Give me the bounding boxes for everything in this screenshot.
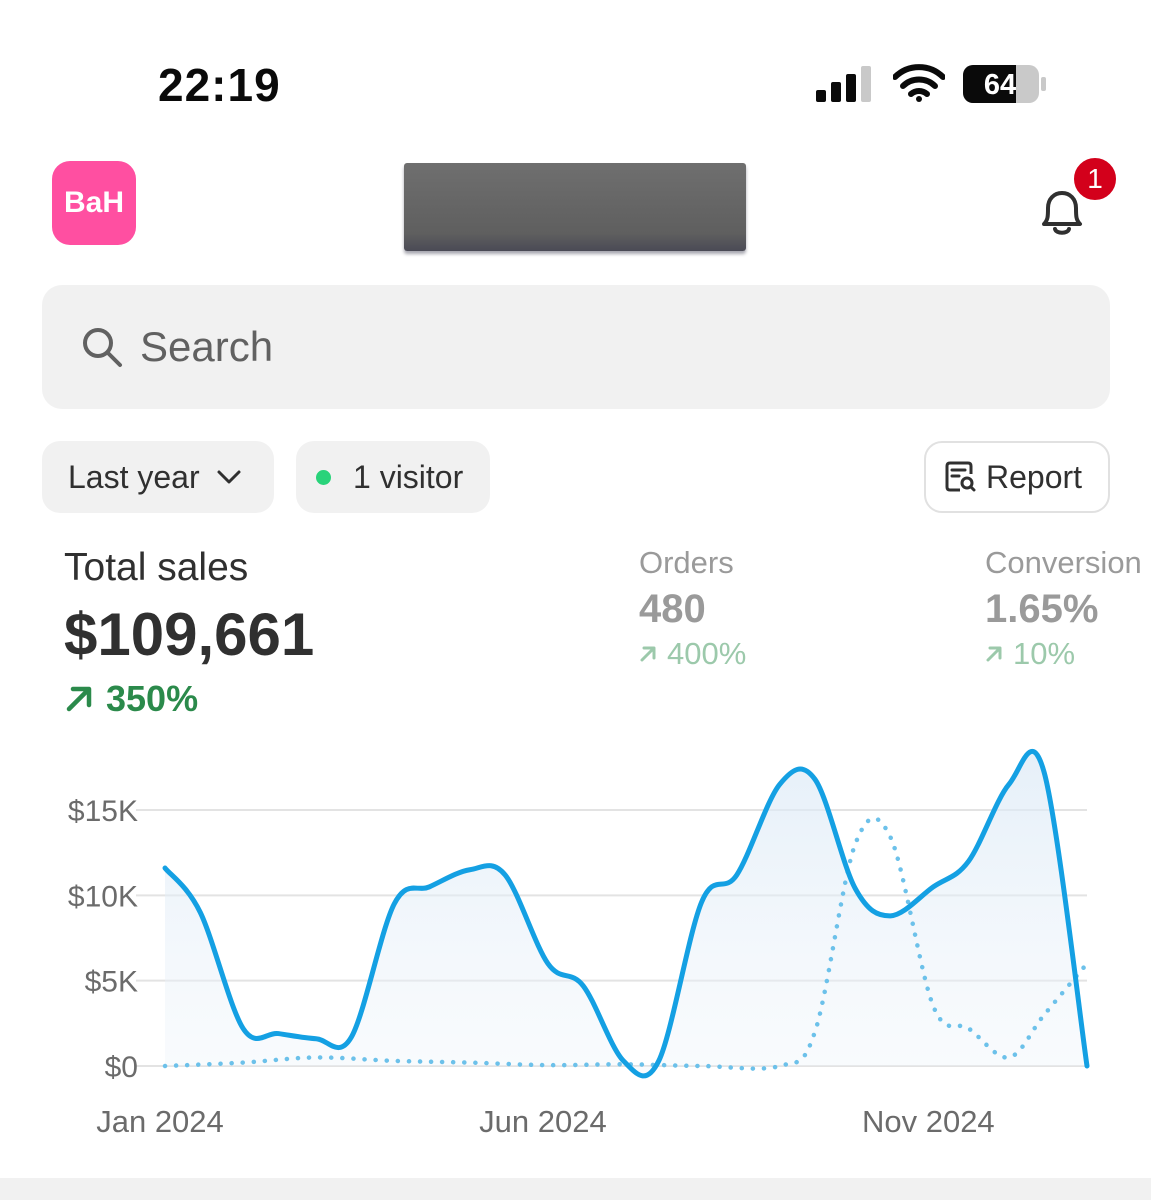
arrow-up-right-icon	[66, 686, 92, 712]
total-sales-title: Total sales	[64, 546, 249, 589]
sales-area-fill	[165, 751, 1087, 1076]
store-name-redacted	[404, 163, 746, 251]
chevron-down-icon	[217, 470, 241, 484]
y-tick-label: $5K	[85, 966, 138, 999]
conversion-title[interactable]: Conversion	[985, 545, 1142, 580]
cellular-signal-icon	[816, 66, 871, 102]
live-dot-icon	[316, 469, 331, 485]
arrow-up-right-icon	[640, 646, 656, 662]
conversion-change: 10%	[985, 636, 1075, 672]
comparison-series-line	[162, 816, 1090, 1071]
total-sales-change: 350%	[64, 678, 198, 720]
bottom-tab-bar	[0, 1178, 1151, 1200]
wifi-icon	[893, 64, 945, 102]
report-search-icon	[945, 461, 976, 492]
total-sales-change-value: 350%	[106, 678, 199, 719]
sales-chart[interactable]: $0 $5K $10K $15K Jan 2024 Jun 2024 Nov 2024	[0, 740, 1151, 1160]
y-tick-label: $15K	[68, 795, 138, 828]
arrow-up-right-icon	[986, 646, 1002, 662]
search-icon	[83, 328, 122, 367]
report-label: Report	[986, 458, 1083, 495]
y-tick-label: $0	[105, 1051, 138, 1084]
search-bar[interactable]	[42, 285, 1110, 409]
period-label: Last year	[68, 458, 200, 495]
report-button[interactable]: Report	[924, 441, 1110, 513]
x-tick-label: Nov 2024	[862, 1104, 995, 1139]
status-bar: 22:19 64	[0, 0, 1151, 140]
notification-bell-icon[interactable]	[1030, 180, 1094, 244]
battery-icon: 64	[963, 65, 1046, 103]
battery-level: 64	[984, 69, 1016, 101]
orders-title[interactable]: Orders	[639, 545, 734, 580]
notification-badge: 1	[1071, 155, 1119, 203]
orders-change: 400%	[639, 636, 746, 672]
period-selector[interactable]: Last year	[42, 441, 274, 513]
x-tick-label: Jun 2024	[479, 1104, 607, 1139]
orders-change-value: 400%	[667, 636, 747, 671]
conversion-change-value: 10%	[1013, 636, 1076, 671]
sales-series-line	[162, 749, 1090, 1079]
total-sales-value: $109,661	[64, 601, 315, 668]
search-input[interactable]	[140, 323, 1040, 371]
x-tick-label: Jan 2024	[96, 1104, 224, 1139]
store-avatar[interactable]: BaH	[52, 161, 136, 245]
conversion-value: 1.65%	[985, 587, 1099, 631]
visitors-label: 1 visitor	[353, 458, 464, 495]
y-tick-label: $10K	[68, 880, 138, 913]
live-visitors-chip[interactable]: 1 visitor	[296, 441, 490, 513]
status-time: 22:19	[158, 59, 281, 111]
orders-value: 480	[639, 587, 706, 631]
